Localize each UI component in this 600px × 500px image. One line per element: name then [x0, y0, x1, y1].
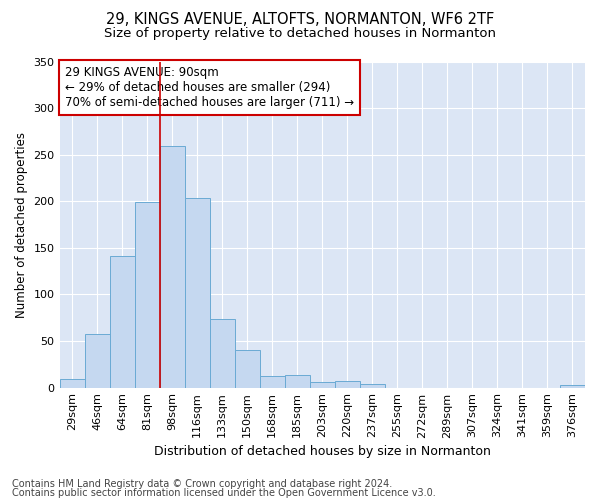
Bar — [110, 256, 134, 388]
Text: Contains HM Land Registry data © Crown copyright and database right 2024.: Contains HM Land Registry data © Crown c… — [12, 479, 392, 489]
Bar — [85, 334, 110, 388]
Bar — [310, 382, 335, 388]
X-axis label: Distribution of detached houses by size in Normanton: Distribution of detached houses by size … — [154, 444, 491, 458]
Y-axis label: Number of detached properties: Number of detached properties — [15, 132, 28, 318]
Bar — [59, 379, 85, 388]
Bar — [235, 350, 260, 388]
Bar — [185, 198, 209, 388]
Bar — [285, 376, 310, 388]
Bar — [560, 385, 585, 388]
Text: Size of property relative to detached houses in Normanton: Size of property relative to detached ho… — [104, 28, 496, 40]
Text: 29, KINGS AVENUE, ALTOFTS, NORMANTON, WF6 2TF: 29, KINGS AVENUE, ALTOFTS, NORMANTON, WF… — [106, 12, 494, 28]
Text: 29 KINGS AVENUE: 90sqm
← 29% of detached houses are smaller (294)
70% of semi-de: 29 KINGS AVENUE: 90sqm ← 29% of detached… — [65, 66, 354, 110]
Bar — [134, 202, 160, 388]
Bar — [209, 318, 235, 388]
Bar — [360, 384, 385, 388]
Bar — [260, 376, 285, 388]
Text: Contains public sector information licensed under the Open Government Licence v3: Contains public sector information licen… — [12, 488, 436, 498]
Bar — [335, 381, 360, 388]
Bar — [160, 146, 185, 388]
